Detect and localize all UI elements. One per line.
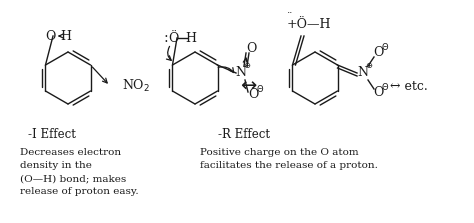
Text: O: O	[246, 43, 256, 56]
Text: NO$_2$: NO$_2$	[122, 78, 150, 94]
Text: :: :	[164, 31, 168, 45]
Text: O: O	[373, 47, 383, 60]
Text: ¨: ¨	[287, 12, 293, 22]
Text: ↔: ↔	[240, 76, 256, 95]
Text: Θ: Θ	[257, 85, 264, 93]
Text: O: O	[373, 87, 383, 99]
Text: release of proton easy.: release of proton easy.	[20, 187, 138, 196]
Text: +Ö—H: +Ö—H	[287, 17, 331, 31]
Text: ⊕: ⊕	[365, 62, 373, 70]
Text: O: O	[45, 29, 55, 43]
Text: density in the: density in the	[20, 161, 92, 170]
Text: N: N	[236, 66, 246, 80]
FancyArrowPatch shape	[243, 58, 248, 63]
Text: -I Effect: -I Effect	[28, 128, 76, 141]
Text: Ö: Ö	[168, 31, 178, 45]
Text: N: N	[357, 66, 368, 80]
Text: O: O	[248, 89, 258, 101]
Text: Decreases electron: Decreases electron	[20, 148, 121, 157]
Text: Positive charge on the O atom: Positive charge on the O atom	[200, 148, 359, 157]
FancyArrowPatch shape	[218, 67, 234, 72]
Text: H: H	[185, 31, 197, 45]
Text: Θ: Θ	[382, 43, 388, 52]
Text: H: H	[61, 29, 72, 43]
Text: -R Effect: -R Effect	[218, 128, 270, 141]
Text: Θ: Θ	[382, 83, 388, 91]
Text: ⊕: ⊕	[244, 62, 250, 70]
FancyArrowPatch shape	[166, 46, 171, 60]
Text: (O—H) bond; makes: (O—H) bond; makes	[20, 174, 126, 183]
Text: facilitates the release of a proton.: facilitates the release of a proton.	[200, 161, 378, 170]
Text: ↔ etc.: ↔ etc.	[390, 80, 428, 93]
